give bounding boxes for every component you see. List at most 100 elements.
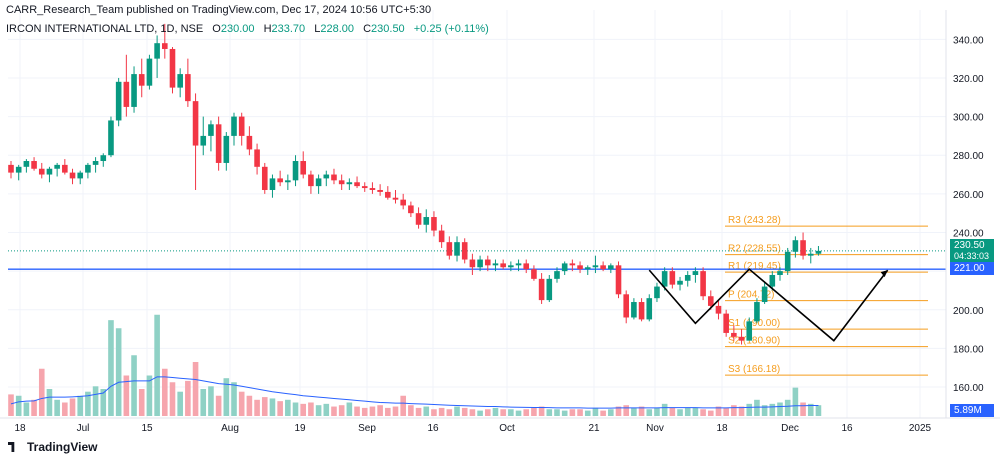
candle-body (400, 199, 406, 206)
tradingview-logo-icon (8, 442, 15, 452)
candle-body (446, 242, 453, 256)
volume-bar (146, 375, 153, 416)
x-tick-label: 16 (841, 423, 853, 434)
symbol-name[interactable]: IRCON INTERNATIONAL LTD, 1D, NSE (6, 23, 204, 35)
volume-bar (185, 380, 191, 416)
tradingview-logo[interactable]: TradingView (8, 440, 97, 454)
last-price-value: 230.50 (954, 240, 985, 251)
candle-body (700, 271, 706, 297)
candle-body (761, 286, 768, 303)
candle-body (315, 178, 322, 187)
volume-bar (331, 406, 337, 416)
candle-body (600, 265, 606, 270)
volume-bar (638, 406, 645, 416)
candle-body (85, 164, 91, 173)
candle-body (100, 155, 107, 162)
candle-body (500, 263, 506, 268)
volume-bar (108, 320, 114, 416)
volume-bar (592, 407, 599, 416)
candle-body (177, 74, 183, 88)
candle-body (754, 302, 760, 322)
price-axis[interactable]: 340.00320.00300.00280.00260.00240.00220.… (945, 10, 984, 418)
open-value: 230.00 (220, 23, 255, 35)
time-axis[interactable]: 18 Jul 15 Aug 19 Sep 16 Oct 21 Nov 18 Dec 16 2025 (0, 417, 1000, 434)
candle-body (23, 161, 30, 167)
candle-body (631, 302, 637, 318)
x-tick-label: Jul (77, 423, 90, 434)
volume-bar (69, 398, 76, 416)
candle-body (577, 265, 583, 270)
x-tick-label: 21 (588, 423, 600, 434)
high-key: H (263, 23, 272, 35)
volume-bar (446, 409, 453, 416)
candle-body (792, 240, 799, 252)
candle-body (123, 81, 130, 107)
volume-bar (38, 368, 45, 416)
y-tick-label: 240.00 (953, 228, 984, 239)
volume-bar (169, 382, 176, 416)
symbol-legend: IRCON INTERNATIONAL LTD, 1D, NSE O230.00… (6, 23, 495, 35)
candles (8, 23, 822, 345)
pivot-label: R3 (243.28) (728, 215, 781, 226)
volume-bar (608, 409, 614, 416)
pivot-label: R1 (219.45) (728, 261, 781, 272)
candle-body (415, 213, 422, 225)
volume-bar (308, 402, 314, 416)
pivot-levels: R3 (243.28) R2 (228.55) R1 (219.45) P (204.… (8, 215, 946, 376)
volume-bar (346, 402, 353, 416)
volume-bar (423, 406, 430, 416)
volume-bar (46, 389, 53, 416)
candle-body (62, 164, 68, 173)
volume-bar (92, 386, 99, 416)
volume-bar (62, 402, 68, 416)
volume-bar (300, 403, 307, 416)
candle-body (669, 271, 676, 285)
x-tick-label: Sep (358, 423, 376, 434)
candle-body (777, 271, 783, 275)
candle-body (807, 253, 814, 256)
x-tick-label: Oct (499, 423, 515, 434)
candle-body (169, 48, 176, 88)
volume-bar (792, 387, 799, 416)
volume-bar (269, 398, 276, 416)
candle-body (292, 161, 299, 181)
volume-bar (154, 314, 160, 416)
volume-bar (392, 406, 399, 416)
volume-bar (385, 407, 391, 416)
candle-body (554, 271, 560, 279)
candle-body (238, 116, 245, 136)
candle-body (592, 265, 599, 268)
candle-body (223, 135, 230, 163)
candle-body (108, 120, 114, 156)
candle-body (646, 298, 653, 320)
close-key: C (363, 23, 372, 35)
volume-bar (754, 399, 760, 416)
volume-bar (285, 399, 291, 416)
volume-bar (261, 397, 268, 416)
candle-body (538, 278, 545, 301)
volume-bar (623, 405, 629, 416)
volume-bar (584, 410, 591, 416)
candle-body (461, 242, 468, 260)
volume-bar (723, 407, 729, 416)
volume-bar (700, 409, 706, 416)
volume-bar (631, 407, 637, 416)
candle-body (361, 186, 368, 189)
y-tick-label: 260.00 (953, 190, 984, 201)
candle-body (515, 263, 522, 266)
candle-body (131, 74, 137, 107)
candle-body (200, 135, 207, 146)
candle-body (38, 168, 45, 175)
x-tick-label: 18 (14, 423, 26, 434)
candle-body (584, 267, 591, 270)
x-tick-label: Dec (781, 423, 799, 434)
volume-bar (354, 406, 360, 416)
y-tick-label: 280.00 (953, 151, 984, 162)
y-tick-label: 340.00 (953, 35, 984, 46)
candle-body (8, 164, 14, 173)
volume-bar (377, 405, 383, 416)
candle-body (354, 182, 360, 187)
x-tick-label: Aug (221, 423, 239, 434)
candle-body (285, 180, 291, 183)
